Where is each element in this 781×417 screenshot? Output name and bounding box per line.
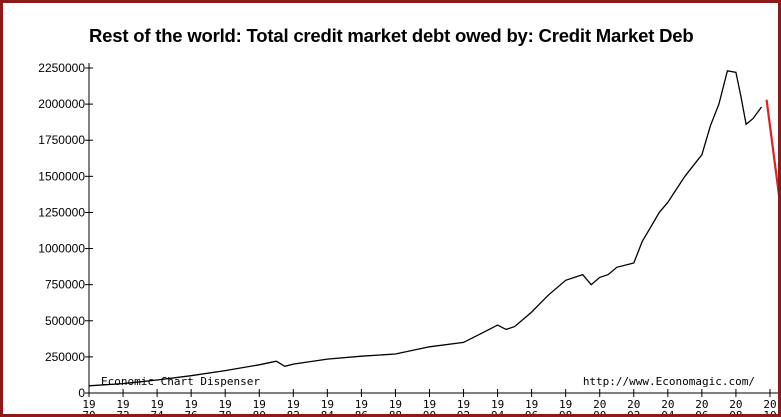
x-tick-label-bottom: 86: [355, 409, 368, 417]
x-tick-label-top: 20: [763, 398, 776, 411]
x-tick-label-top: 19: [525, 398, 538, 411]
x-tick-label-bottom: 10: [763, 409, 776, 417]
x-tick-label-bottom: 78: [219, 409, 232, 417]
x-tick-label-top: 19: [185, 398, 198, 411]
x-tick-label-top: 19: [457, 398, 470, 411]
y-tick-label: 500000: [45, 314, 85, 328]
x-tick-label-bottom: 74: [150, 409, 164, 417]
y-tick-label: 2000000: [38, 97, 85, 111]
x-tick-label-bottom: 98: [559, 409, 572, 417]
x-tick-label-bottom: 90: [423, 409, 436, 417]
x-tick-label-top: 19: [116, 398, 129, 411]
x-tick-label-top: 19: [491, 398, 504, 411]
y-tick-label: 750000: [45, 278, 85, 292]
x-tick-label-bottom: 94: [491, 409, 505, 417]
x-tick-label-bottom: 00: [593, 409, 606, 417]
source-right: http://www.Economagic.com/: [583, 375, 755, 388]
y-tick-label: 250000: [45, 350, 85, 364]
red-arrow-annotation: [765, 99, 778, 197]
y-tick-label: 1000000: [38, 242, 85, 256]
x-tick-label-top: 19: [321, 398, 334, 411]
x-tick-label-top: 19: [253, 398, 266, 411]
x-tick-label-top: 20: [661, 398, 674, 411]
x-tick-label-bottom: 80: [253, 409, 266, 417]
y-tick-label: 1500000: [38, 169, 85, 183]
x-tick-label-top: 19: [355, 398, 368, 411]
x-tick-label-bottom: 04: [661, 409, 675, 417]
x-tick-label-bottom: 70: [82, 409, 95, 417]
x-tick-label-bottom: 76: [185, 409, 198, 417]
x-tick-label-top: 20: [593, 398, 606, 411]
x-tick-label-top: 19: [287, 398, 300, 411]
y-tick-label: 1750000: [38, 133, 85, 147]
x-tick-label-bottom: 84: [321, 409, 335, 417]
x-tick-label-top: 20: [695, 398, 708, 411]
x-tick-label-bottom: 06: [695, 409, 708, 417]
x-tick-label-bottom: 96: [525, 409, 538, 417]
x-tick-label-top: 19: [389, 398, 402, 411]
x-tick-label-top: 19: [559, 398, 572, 411]
source-left: Economic Chart Dispenser: [101, 375, 260, 388]
x-tick-label-top: 19: [423, 398, 436, 411]
chart-title: Rest of the world: Total credit market d…: [89, 25, 694, 46]
chart-plot: 0 250000 500000 750000 1000000 1250000 1500000…: [38, 61, 778, 417]
y-tick-label: 0: [78, 386, 85, 400]
x-tick-label-bottom: 88: [389, 409, 402, 417]
x-tick-label-bottom: 08: [729, 409, 742, 417]
x-tick-label-top: 20: [627, 398, 640, 411]
x-tick-label-top: 20: [729, 398, 742, 411]
x-tick-label-bottom: 92: [457, 409, 470, 417]
x-tick-label-top: 19: [219, 398, 232, 411]
series-line: [88, 70, 763, 387]
x-tick-label-bottom: 82: [287, 409, 300, 417]
y-tick-label: 1250000: [38, 205, 85, 219]
x-tick-label-bottom: 72: [116, 409, 129, 417]
x-tick-label-top: 19: [82, 398, 95, 411]
y-tick-label: 2250000: [38, 61, 85, 75]
x-tick-label-top: 19: [150, 398, 163, 411]
x-tick-label-bottom: 02: [627, 409, 640, 417]
